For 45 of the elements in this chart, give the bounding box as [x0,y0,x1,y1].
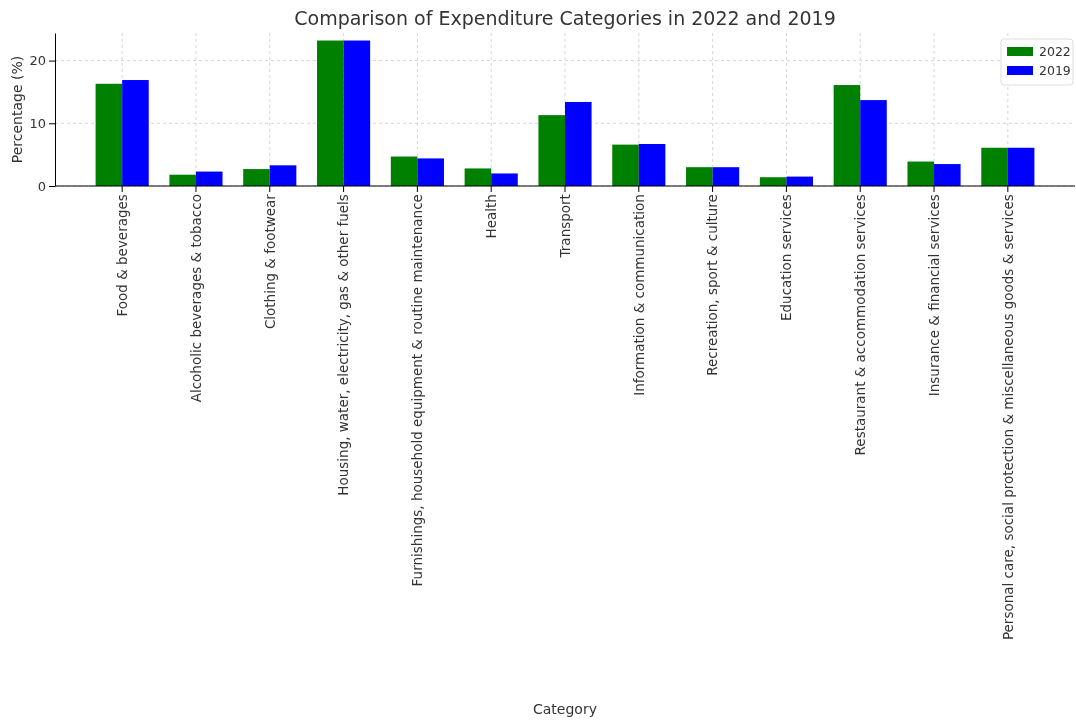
x-tick-label: Information & communication [630,194,647,396]
bar [538,115,565,186]
x-tick-label: Insurance & financial services [925,194,942,397]
x-tick-label: Housing, water, electricity, gas & other fuels [335,194,352,496]
bar [491,173,518,186]
bar [317,40,344,186]
legend-label: 2019 [1039,63,1071,78]
chart-title: Comparison of Expenditure Categories in 2022 and 2019 [294,7,836,29]
bar [1007,147,1035,186]
bar [934,164,961,186]
x-tick-label: Restaurant & accommodation services [851,194,868,456]
bar [860,100,887,186]
bar [612,144,639,186]
bar [981,147,1008,186]
bar [464,168,492,186]
bar [712,167,740,186]
bar [686,167,713,186]
x-tick-label: Food & beverages [113,194,130,317]
y-tick-label: 20 [29,53,46,69]
bar [390,156,418,186]
y-tick-label: 0 [37,178,46,194]
x-tick-label: Recreation, sport & culture [704,194,721,376]
y-tick-label: 10 [29,115,46,131]
bar [638,143,666,186]
bar [833,85,861,186]
bar [269,165,297,186]
x-tick-label: Education services [778,194,795,322]
bar [565,101,592,186]
bar [907,161,935,186]
bar [343,40,371,186]
x-tick-label: Furnishings, household equipment & routine maintenance [409,194,426,587]
x-tick-label: Transport [556,194,573,259]
legend-label: 2022 [1039,44,1071,59]
y-axis-title: Percentage (%) [9,55,25,164]
x-tick-label: Alcoholic beverages & tobacco [187,194,204,403]
bar [243,169,270,186]
x-tick-label: Clothing & footwear [261,193,278,330]
x-tick-label: Health [482,194,499,239]
bar [195,171,223,186]
x-axis-title: Category [533,701,597,717]
bar [95,83,123,186]
bar [417,158,444,186]
bar [122,80,149,186]
x-tick-label: Personal care, social protection & miscellaneous goods & services [999,194,1016,641]
bar [169,174,196,186]
